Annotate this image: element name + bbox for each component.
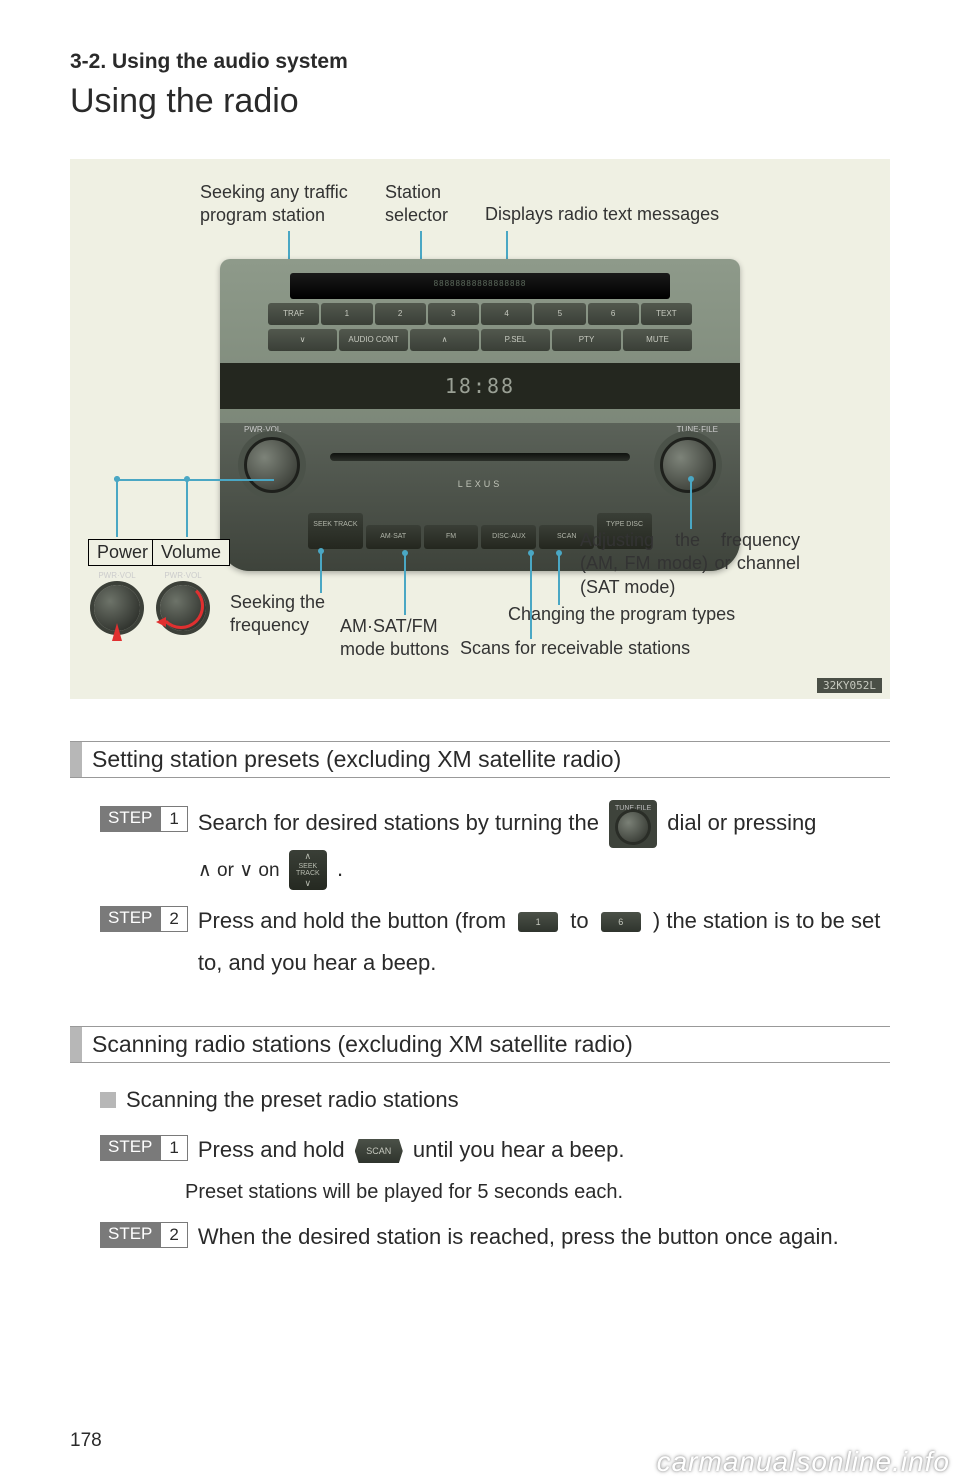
radio-btn-mute: MUTE — [623, 329, 692, 351]
lead-volume — [186, 479, 188, 537]
step-label: STEP — [100, 806, 160, 832]
callout-scan: Scans for receivable stations — [460, 637, 690, 660]
section-number: 3-2. Using the audio system — [70, 50, 890, 74]
image-code: 32KY052L — [817, 678, 882, 693]
radio-btn-1: 1 — [321, 303, 372, 325]
radio-row-2: ∨ AUDIO CONT ∧ P.SEL PTY MUTE — [268, 329, 692, 351]
radio-btn-4: 4 — [481, 303, 532, 325]
callout-adjust-freq: Adjusting the frequency (AM, FM mode) or… — [580, 529, 800, 599]
page-title: Using the radio — [70, 82, 890, 121]
callout-seek-freq: Seeking the frequency — [230, 591, 350, 638]
power-knob-icon: PWR·VOL — [94, 585, 140, 631]
lead-adjust — [690, 479, 692, 529]
btn-am-sat: AM·SAT — [366, 525, 421, 549]
radio-btn-6: 6 — [588, 303, 639, 325]
step-badge-2: STEP 2 — [100, 906, 188, 932]
inline-seek-icon: SEEK TRACK — [289, 850, 327, 890]
radio-btn-traf: TRAF — [268, 303, 319, 325]
step-2-text: Press and hold the button (from 1 to 6 )… — [198, 900, 890, 984]
inline-btn-1-icon: 1 — [518, 912, 558, 932]
section-heading-1: Setting station presets (excluding XM sa… — [82, 742, 631, 777]
btn-disc-aux: DISC·AUX — [481, 525, 536, 549]
sub-heading-text: Scanning the preset radio stations — [126, 1087, 459, 1113]
radio-btn-up: ∧ — [410, 329, 479, 351]
brand-label: LEXUS — [220, 479, 740, 489]
radio-clock: 18:88 — [220, 363, 740, 409]
callout-traffic: Seeking any traffic program station — [200, 181, 380, 228]
s2-step-1-block: STEP 1 Press and hold SCAN until you hea… — [100, 1129, 890, 1171]
radio-diagram: Seeking any traffic program station Stat… — [70, 159, 890, 699]
radio-btn-text: TEXT — [641, 303, 692, 325]
inline-btn-6-icon: 6 — [601, 912, 641, 932]
s2t-b: to — [570, 908, 594, 933]
inline-scan-icon: SCAN — [355, 1139, 403, 1163]
s1t-b: dial or pressing — [667, 810, 816, 835]
s1t-c: ∧ or ∨ on — [198, 860, 285, 881]
callout-change-type: Changing the program types — [508, 603, 735, 626]
radio-btn-3: 3 — [428, 303, 479, 325]
knob-label-left: PWR·VOL — [244, 425, 281, 434]
s2-step-number-1: 1 — [160, 1135, 187, 1161]
step-1-block: STEP 1 Search for desired stations by tu… — [100, 800, 890, 890]
s2-step-2-text: When the desired station is reached, pre… — [198, 1216, 839, 1258]
s1t-d: . — [337, 856, 343, 881]
s2-step-1-text: Press and hold SCAN until you hear a bee… — [198, 1129, 625, 1171]
power-label-box: Power — [88, 539, 157, 566]
s2-step-label-1: STEP — [100, 1135, 160, 1161]
radio-btn-5: 5 — [534, 303, 585, 325]
lead-seekfreq — [320, 551, 322, 593]
page-number: 178 — [70, 1430, 102, 1452]
s2-step-2-block: STEP 2 When the desired station is reach… — [100, 1216, 890, 1258]
step-badge-1: STEP 1 — [100, 806, 188, 832]
callout-mode-buttons: AM·SAT/FM mode buttons — [340, 615, 480, 662]
pv-lbl-2: PWR·VOL — [154, 571, 212, 580]
volume-knob-icon: PWR·VOL — [160, 585, 206, 631]
radio-unit: 88888888888888888 TRAF 1 2 3 4 5 6 TEXT … — [220, 259, 740, 571]
lead-power — [116, 479, 118, 537]
s2-step-badge-1: STEP 1 — [100, 1135, 188, 1161]
step-1-text: Search for desired stations by turning t… — [198, 800, 817, 890]
callout-text-msg: Displays radio text messages — [485, 203, 719, 226]
s2t-a: Press and hold the button (from — [198, 908, 512, 933]
s2s1-b: until you hear a beep. — [413, 1137, 625, 1162]
btn-fm: FM — [424, 525, 479, 549]
s2-step-1-sub: Preset stations will be played for 5 sec… — [185, 1181, 890, 1204]
step-2-block: STEP 2 Press and hold the button (from 1… — [100, 900, 890, 984]
radio-btn-pty: PTY — [552, 329, 621, 351]
step-number-2: 2 — [160, 906, 187, 932]
section-bar-2 — [70, 1027, 82, 1062]
lead-changetype — [558, 553, 560, 605]
radio-row-1: TRAF 1 2 3 4 5 6 TEXT — [268, 303, 692, 325]
knob-label-right: TUNE·FILE — [677, 425, 718, 434]
radio-btn-psel: P.SEL — [481, 329, 550, 351]
lead-power-h — [116, 479, 274, 481]
watermark: carmanualsonline.info — [657, 1446, 950, 1478]
sub-heading-scanning: Scanning the preset radio stations — [100, 1087, 890, 1113]
radio-display: 88888888888888888 — [290, 273, 670, 299]
s2-step-badge-2: STEP 2 — [100, 1222, 188, 1248]
cd-slot — [330, 453, 630, 461]
volume-label-box: Volume — [152, 539, 230, 566]
callout-station-selector: Station selector — [385, 181, 475, 228]
section-bar — [70, 742, 82, 777]
radio-btn-2: 2 — [375, 303, 426, 325]
radio-btn-down: ∨ — [268, 329, 337, 351]
btn-seek-track: SEEK TRACK — [308, 513, 363, 549]
step-number: 1 — [160, 806, 187, 832]
section-header-scanning: Scanning radio stations (excluding XM sa… — [70, 1026, 890, 1063]
step-label-2: STEP — [100, 906, 160, 932]
radio-btn-audio: AUDIO CONT — [339, 329, 408, 351]
s1t-a: Search for desired stations by turning t… — [198, 810, 605, 835]
section-heading-2: Scanning radio stations (excluding XM sa… — [82, 1027, 643, 1062]
s2-step-number-2: 2 — [160, 1222, 187, 1248]
square-bullet-icon — [100, 1092, 116, 1108]
pv-lbl-1: PWR·VOL — [88, 571, 146, 580]
section-header-presets: Setting station presets (excluding XM sa… — [70, 741, 890, 778]
s2-step-label-2: STEP — [100, 1222, 160, 1248]
lead-mode — [404, 553, 406, 615]
s2s1-a: Press and hold — [198, 1137, 351, 1162]
inline-tune-knob-icon — [609, 800, 657, 848]
